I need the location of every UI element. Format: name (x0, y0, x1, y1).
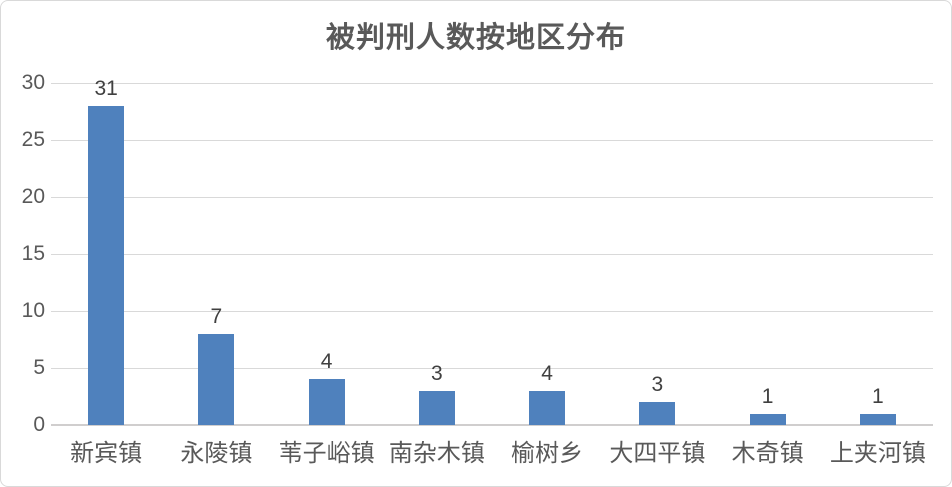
x-tick-label-7: 木奇镇 (731, 440, 804, 467)
x-tick-label-4: 南杂木镇 (388, 440, 485, 467)
x-tick-label-1: 新宾镇 (70, 440, 143, 467)
bar-value-label-7: 1 (761, 384, 774, 408)
y-tick-label-15: 15 (21, 242, 45, 265)
bar-value-label-8: 1 (872, 384, 884, 408)
gridline-15 (51, 254, 933, 255)
x-tick-label-6: 大四平镇 (609, 440, 706, 467)
bar-3 (308, 379, 345, 425)
gridline-5 (51, 368, 933, 369)
bar-2 (198, 333, 235, 425)
bar-4 (418, 390, 455, 425)
chart-title: 被判刑人数按地区分布 (325, 22, 626, 54)
bar-value-label-5: 4 (541, 361, 553, 385)
bar-1 (88, 105, 125, 425)
bar-8 (859, 413, 896, 425)
bar-7 (749, 413, 786, 425)
x-tick-label-2: 永陵镇 (180, 440, 253, 467)
gridline-25 (51, 140, 933, 141)
bar-value-label-6: 3 (651, 373, 664, 397)
bar-5 (529, 390, 566, 425)
bar-value-label-2: 7 (210, 304, 223, 328)
x-axis-line (51, 424, 933, 426)
bar-value-label-4: 3 (431, 361, 443, 385)
x-tick-label-3: 苇子峪镇 (278, 440, 375, 467)
bar-6 (639, 402, 676, 425)
bar-value-label-3: 4 (320, 350, 333, 374)
y-tick-label-5: 5 (33, 356, 45, 379)
x-tick-label-8: 上夹河镇 (829, 440, 926, 467)
gridline-30 (51, 83, 933, 84)
y-tick-label-10: 10 (21, 299, 45, 322)
bar-value-label-1: 31 (94, 76, 118, 100)
y-tick-label-0: 0 (33, 413, 45, 436)
gridline-10 (51, 311, 933, 312)
x-tick-label-5: 榆树乡 (511, 440, 584, 467)
gridline-20 (51, 197, 933, 198)
y-tick-label-30: 30 (21, 71, 45, 94)
y-tick-label-25: 25 (21, 128, 45, 151)
y-tick-label-20: 20 (21, 185, 45, 208)
